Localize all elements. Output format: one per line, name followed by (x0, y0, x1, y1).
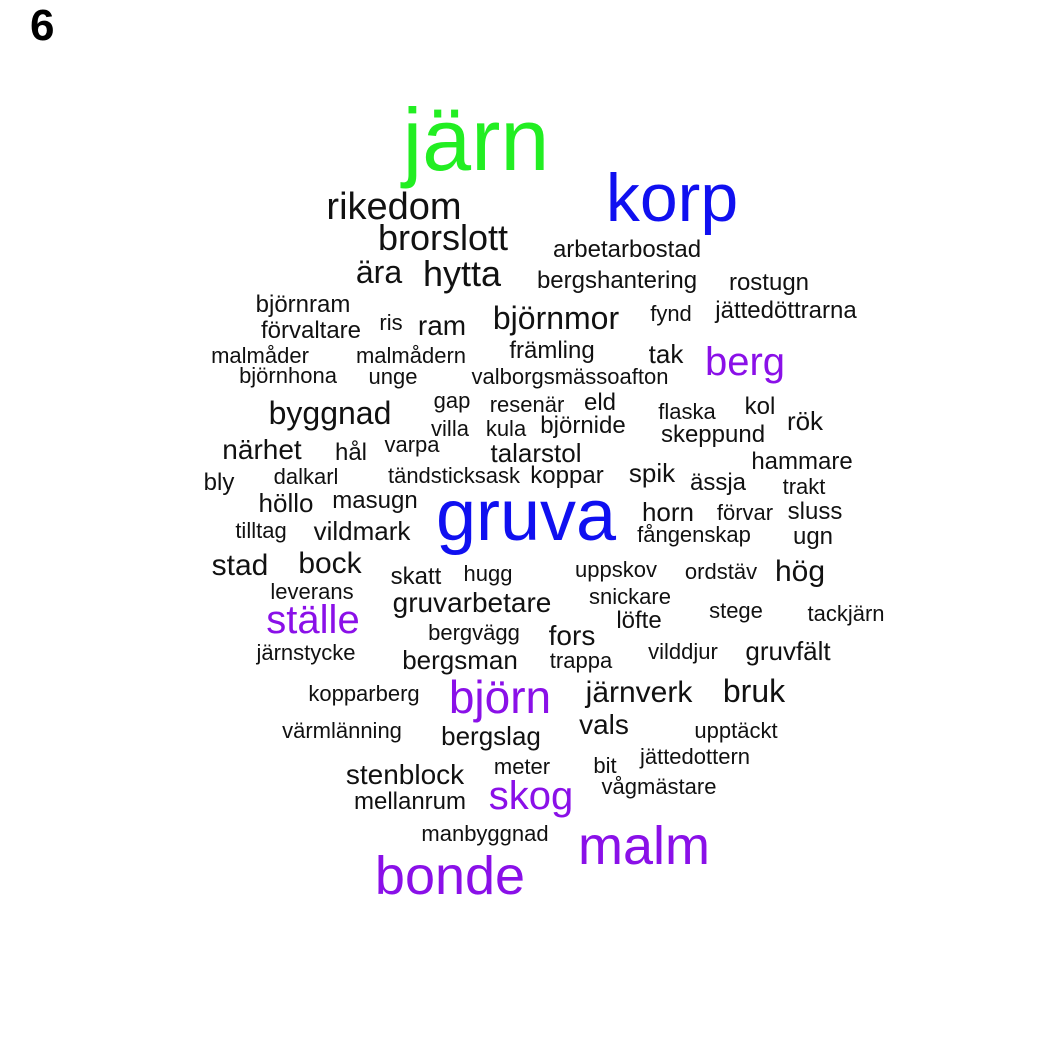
word-hollo: höllo (258, 488, 314, 518)
word-meter: meter (493, 754, 551, 779)
word-malm: malm (578, 816, 710, 876)
word-dalkarl: dalkarl (273, 464, 339, 489)
word-bjorn: björn (448, 671, 552, 723)
word-jattedottern: jättedottern (639, 744, 751, 769)
word-vagmastare: vågmästare (601, 774, 717, 799)
word-ordstav: ordstäv (684, 559, 758, 584)
word-unge: unge (368, 364, 418, 389)
word-framling: främling (509, 337, 595, 364)
word-jattedottrarna: jättedöttrarna (715, 297, 857, 324)
word-ugn: ugn (792, 523, 834, 550)
word-valborgsmassoafton: valborgsmässoafton (471, 364, 669, 389)
word-bjornram: björnram (255, 291, 351, 318)
word-skeppund: skeppund (660, 421, 766, 448)
word-trappa: trappa (549, 648, 613, 673)
word-talarstol: talarstol (490, 438, 582, 468)
word-brorslott: brorslott (377, 217, 509, 258)
word-mellanrum: mellanrum (353, 788, 467, 815)
word-lofte: löfte (616, 607, 662, 634)
word-jarnstycke: järnstycke (256, 640, 356, 665)
word-hammare: hammare (751, 448, 853, 475)
word-korp: korp (605, 160, 739, 236)
word-masugn: masugn (332, 487, 418, 514)
word-ris: ris (379, 310, 403, 335)
word-horn: horn (641, 497, 695, 527)
word-rostugn: rostugn (728, 269, 810, 296)
panel-label: 6 (30, 1, 55, 50)
word-stad: stad (211, 549, 269, 582)
word-ara: ära (355, 254, 403, 290)
word-bit: bit (593, 753, 617, 778)
word-vildmark: vildmark (313, 516, 411, 546)
word-skatt: skatt (390, 563, 442, 590)
word-stenblock: stenblock (345, 759, 465, 790)
word-sluss: sluss (787, 498, 843, 525)
word-vals: vals (579, 709, 629, 740)
word-bock: bock (298, 547, 362, 580)
word-bruk: bruk (722, 673, 786, 709)
word-malmadern: malmådern (355, 343, 467, 368)
word-fynd: fynd (650, 301, 692, 326)
word-ram: ram (417, 310, 467, 341)
word-flaska: flaska (658, 399, 716, 424)
word-koppar: koppar (530, 462, 604, 489)
word-tackjarn: tackjärn (807, 601, 885, 626)
word-assja: ässja (689, 469, 747, 496)
word-upptackt: upptäckt (694, 718, 778, 743)
word-bjornmor: björnmor (492, 300, 620, 336)
word-bjornhona: björnhona (239, 363, 337, 388)
word-berg: berg (704, 340, 786, 384)
word-manbyggnad: manbyggnad (421, 821, 549, 846)
word-tak: tak (648, 339, 684, 369)
word-vilddjur: vilddjur (648, 639, 718, 664)
word-byggnad: byggnad (268, 395, 392, 431)
word-malmader: malmåder (211, 343, 309, 368)
word-stege: stege (709, 598, 763, 623)
word-fangenskap: fångenskap (637, 522, 751, 547)
word-skog: skog (488, 774, 574, 818)
word-varpa: varpa (384, 432, 440, 457)
word-jarn: järn (402, 90, 550, 189)
word-hytta: hytta (422, 253, 502, 294)
word-uppskov: uppskov (575, 557, 657, 582)
word-tilltag: tilltag (235, 518, 287, 543)
word-villa: villa (431, 416, 469, 441)
word-kol: kol (744, 393, 776, 420)
word-hugg: hugg (463, 561, 513, 586)
word-gruvfalt: gruvfält (745, 636, 831, 666)
word-bonde: bonde (374, 846, 526, 906)
word-forvar: förvar (716, 500, 774, 525)
word-tandsticksask: tändsticksask (387, 463, 521, 488)
word-leverans: leverans (270, 579, 354, 604)
word-arbetarbostad: arbetarbostad (552, 236, 702, 263)
word-bergslag: bergslag (441, 721, 541, 751)
word-resenar: resenär (489, 392, 565, 417)
word-fors: fors (548, 620, 596, 651)
word-spik: spik (628, 458, 676, 488)
word-bergshantering: bergshantering (536, 267, 698, 294)
word-gap: gap (433, 388, 471, 413)
word-gruvarbetare: gruvarbetare (392, 587, 552, 618)
word-kopparberg: kopparberg (308, 681, 420, 706)
word-eld: eld (583, 389, 617, 416)
word-kula: kula (485, 416, 527, 441)
word-varmlanning: värmlänning (282, 718, 402, 743)
word-stalle: ställe (266, 598, 360, 642)
word-jarnverk: järnverk (585, 676, 693, 709)
word-forvaltare: förvaltare (260, 317, 362, 344)
word-gruva: gruva (435, 476, 617, 556)
word-hog: hög (774, 555, 826, 588)
word-snickare: snickare (589, 584, 671, 609)
word-hal: hål (334, 439, 368, 466)
word-narhet: närhet (222, 434, 302, 465)
word-rok: rök (786, 406, 824, 436)
word-bjornide: björnide (540, 412, 626, 439)
word-bergsman: bergsman (402, 645, 518, 675)
word-rikedom: rikedom (326, 186, 462, 228)
word-bly: bly (203, 469, 235, 496)
word-trakt: trakt (782, 474, 826, 499)
word-bergvagg: bergvägg (428, 620, 520, 645)
